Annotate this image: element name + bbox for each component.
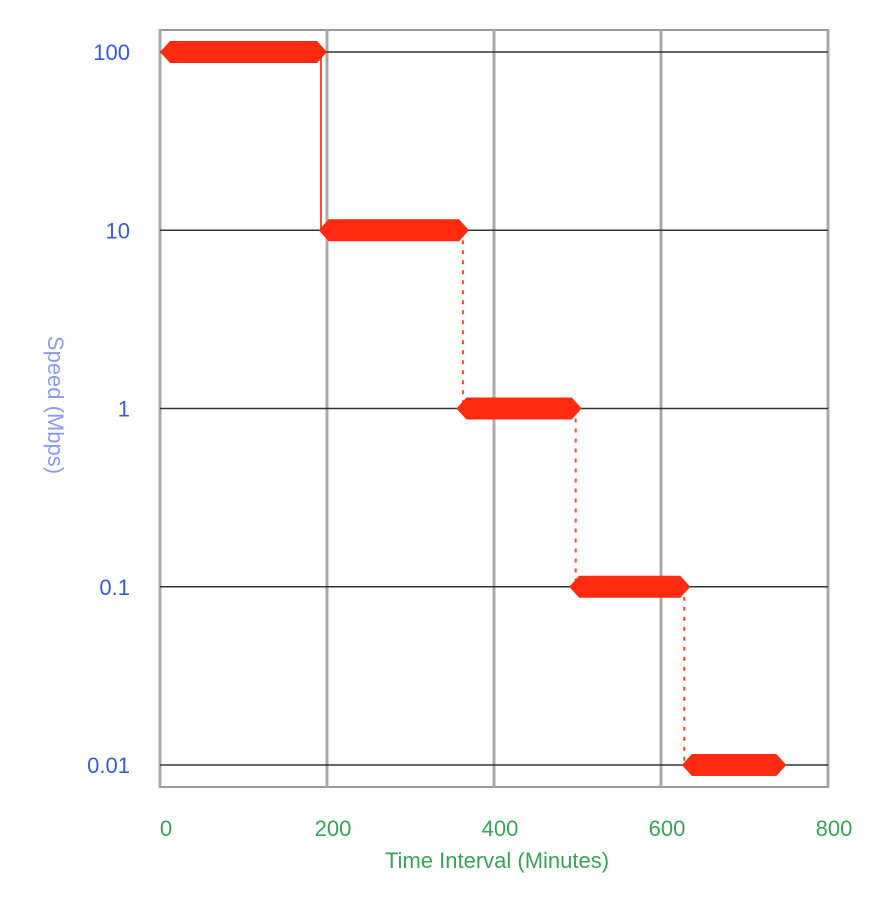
y-tick-label: 0.1 <box>99 575 130 600</box>
y-tick-label: 0.01 <box>87 753 130 778</box>
drop-lines <box>320 52 686 765</box>
x-tick-label: 200 <box>315 816 352 841</box>
series-segments <box>160 41 787 776</box>
y-tick-label: 1 <box>118 397 130 422</box>
y-axis-label: Speed (Mbps) <box>43 336 68 474</box>
series-segment <box>456 397 582 420</box>
series-segment <box>569 575 691 598</box>
x-tick-label: 600 <box>649 816 686 841</box>
series-segment <box>318 219 469 242</box>
y-tick-label: 10 <box>106 218 130 243</box>
x-tick-label: 800 <box>816 816 853 841</box>
x-tick-labels: 0 200 400 600 800 <box>160 816 852 841</box>
series-segment <box>681 754 787 776</box>
x-tick-label: 0 <box>160 816 172 841</box>
x-axis-label: Time Interval (Minutes) <box>385 848 609 873</box>
y-tick-label: 100 <box>93 40 130 65</box>
x-tick-label: 400 <box>482 816 519 841</box>
y-tick-labels: 100 10 1 0.1 0.01 <box>87 40 130 778</box>
series-segment <box>160 41 327 63</box>
